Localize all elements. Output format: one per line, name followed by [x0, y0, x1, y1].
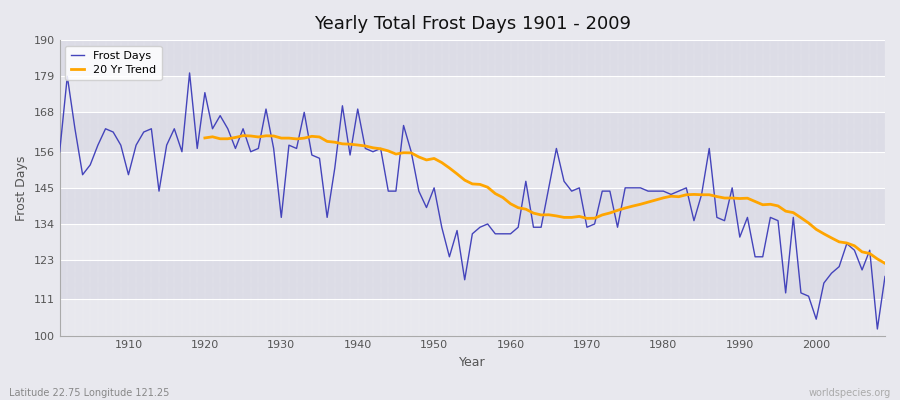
Title: Yearly Total Frost Days 1901 - 2009: Yearly Total Frost Days 1901 - 2009 — [314, 15, 631, 33]
20 Yr Trend — [413, 154, 424, 159]
Bar — [59, 260, 885, 300]
Line: 20 Yr Trend: 20 Yr Trend — [205, 136, 885, 263]
Bar — [59, 188, 885, 224]
20 Yr Trend — [200, 136, 211, 140]
Y-axis label: Frost Days: Frost Days — [15, 155, 28, 220]
20 Yr Trend — [788, 210, 798, 215]
20 Yr Trend — [681, 192, 692, 197]
Text: worldspecies.org: worldspecies.org — [809, 388, 891, 398]
Bar — [59, 76, 885, 112]
Frost Days — [115, 143, 126, 148]
Bar — [59, 300, 885, 336]
Line: Frost Days: Frost Days — [59, 73, 885, 329]
Bar — [59, 40, 885, 76]
20 Yr Trend — [238, 133, 248, 138]
Legend: Frost Days, 20 Yr Trend: Frost Days, 20 Yr Trend — [65, 46, 162, 80]
Bar — [59, 224, 885, 260]
Frost Days — [505, 232, 516, 236]
Bar — [59, 152, 885, 188]
20 Yr Trend — [772, 204, 783, 208]
Frost Days — [337, 103, 347, 108]
Frost Days — [605, 189, 616, 194]
Text: Latitude 22.75 Longitude 121.25: Latitude 22.75 Longitude 121.25 — [9, 388, 169, 398]
Frost Days — [879, 274, 890, 279]
20 Yr Trend — [299, 136, 310, 140]
20 Yr Trend — [879, 261, 890, 266]
20 Yr Trend — [857, 250, 868, 254]
Frost Days — [54, 149, 65, 154]
X-axis label: Year: Year — [459, 356, 486, 369]
Frost Days — [513, 225, 524, 230]
Bar — [59, 112, 885, 152]
Frost Days — [184, 70, 195, 75]
Frost Days — [292, 146, 302, 151]
Frost Days — [872, 327, 883, 332]
